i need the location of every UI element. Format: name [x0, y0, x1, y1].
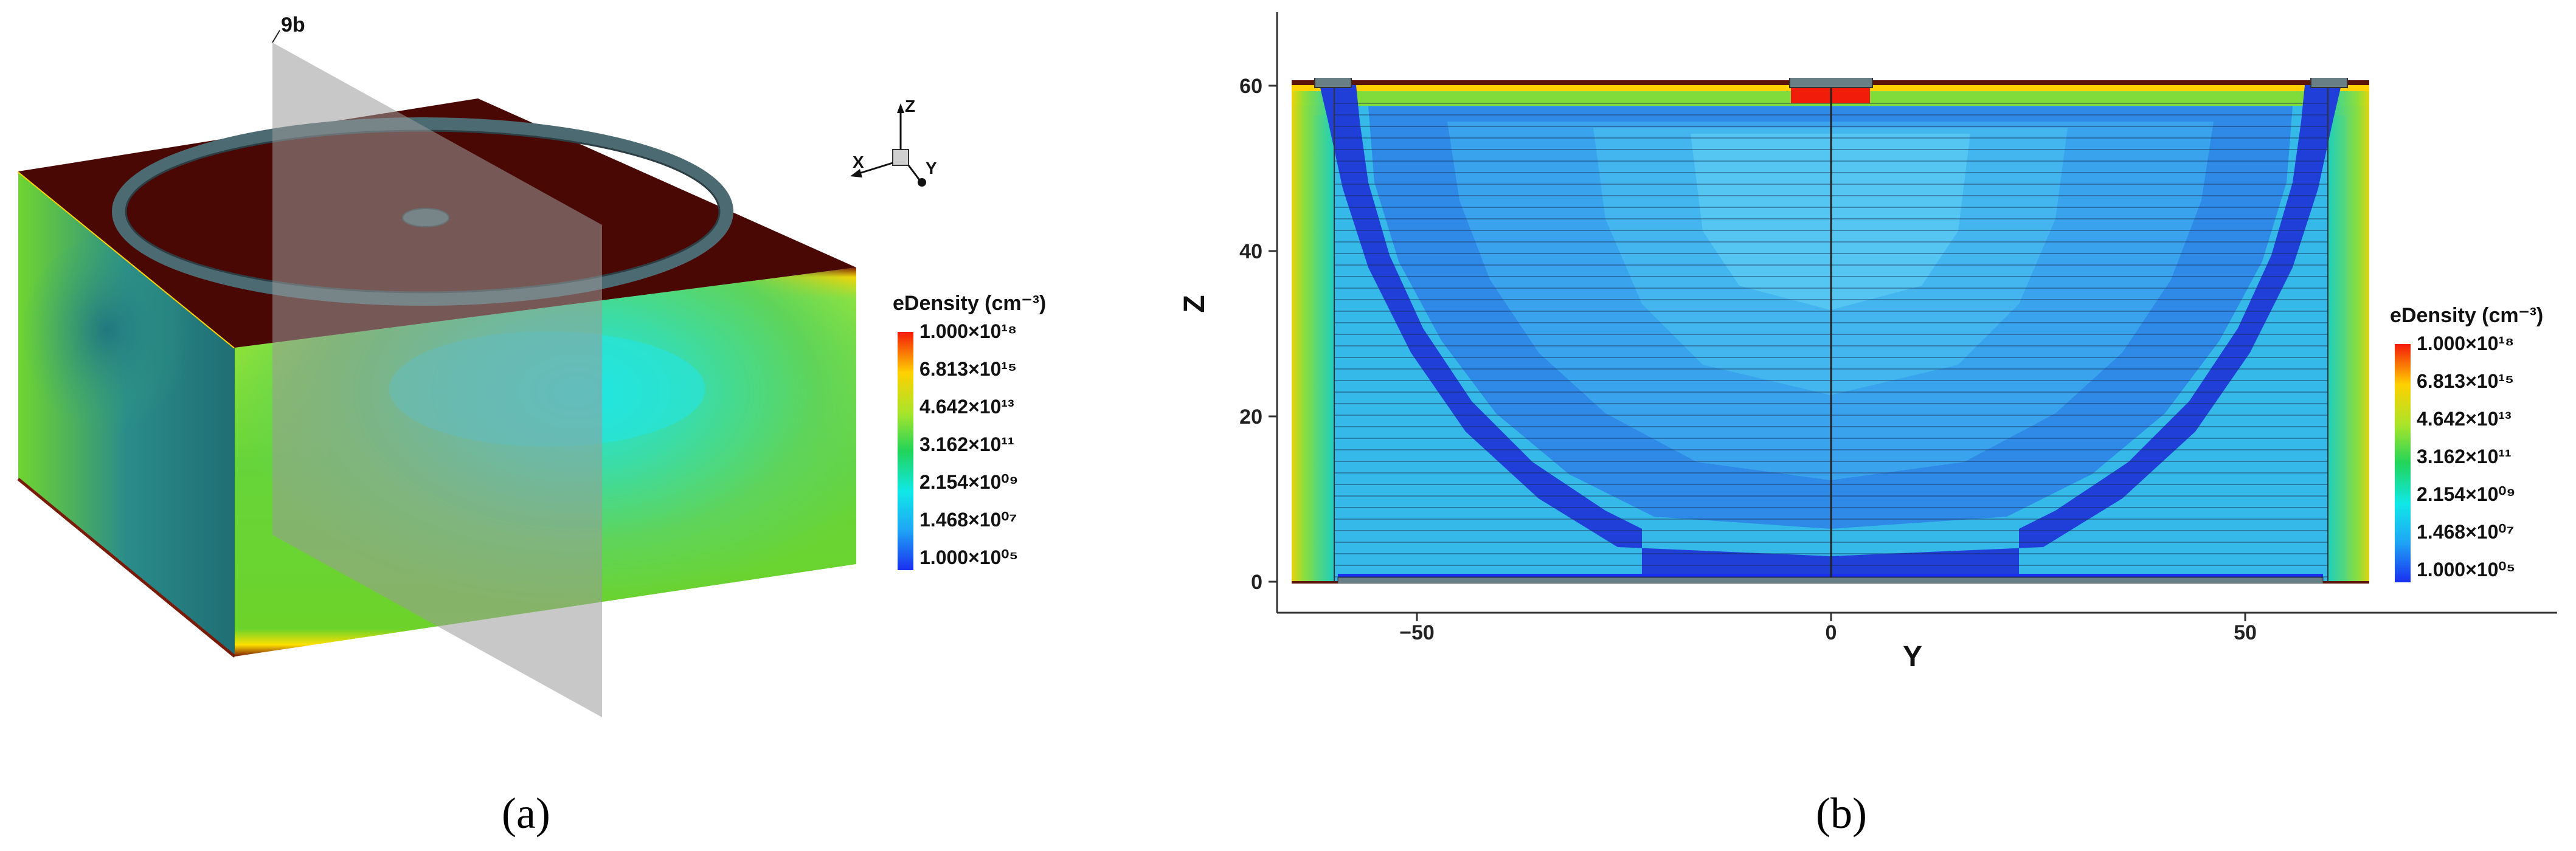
- colorbar-b: eDensity (cm⁻³) 1.000×10¹⁸ 6.813×10¹⁵ 4.64…: [2390, 304, 2543, 582]
- colorbar-label-0: 1.000×10¹⁸: [2417, 332, 2514, 354]
- x-ticks: −50 0 50: [1399, 613, 2257, 644]
- colorbar-label-3: 3.162×10¹¹: [919, 433, 1014, 455]
- triad-z-arrow: [897, 103, 904, 113]
- cut-plane: [272, 43, 602, 717]
- caption-b: (b): [1816, 789, 1867, 838]
- colorbar-b-gradient: [2395, 344, 2411, 582]
- plot-area: [1289, 78, 2369, 584]
- plane-leader-line: [272, 30, 280, 43]
- panel-b: 60 40 20 0 −50 0 50 Y Z eDensity (cm⁻³) …: [1179, 12, 2557, 838]
- colorbar-label-5: 1.468×10⁰⁷: [2417, 521, 2514, 543]
- colorbar-label-1: 6.813×10¹⁵: [2417, 370, 2514, 392]
- x-axis-label: Y: [1903, 641, 1922, 673]
- triad-y-axis: [907, 165, 921, 181]
- colorbar-label-2: 4.642×10¹³: [2417, 408, 2512, 430]
- colorbar-label-2: 4.642×10¹³: [919, 396, 1014, 418]
- colorbar-a-title: eDensity (cm⁻³): [893, 292, 1046, 315]
- center-contact: [1789, 78, 1873, 88]
- y-axis-label: Z: [1179, 295, 1211, 312]
- triad-y-arrow: [918, 178, 926, 187]
- bottom-contact: [1337, 577, 2324, 584]
- colorbar-a: eDensity (cm⁻³) 1.000×10¹⁸ 6.813×10¹⁵ 4.64…: [893, 292, 1046, 570]
- colorbar-label-4: 2.154×10⁰⁹: [2417, 483, 2515, 505]
- y-tick-label-20: 20: [1239, 405, 1262, 429]
- y-ticks: 60 40 20 0: [1239, 75, 1277, 594]
- colorbar-label-3: 3.162×10¹¹: [2417, 446, 2512, 467]
- triad-z-label: Z: [905, 97, 915, 115]
- colorbar-label-6: 1.000×10⁰⁵: [919, 546, 1018, 568]
- colorbar-label-4: 2.154×10⁰⁹: [919, 471, 1018, 493]
- colorbar-label-5: 1.468×10⁰⁷: [919, 509, 1017, 531]
- y-tick-label-40: 40: [1239, 240, 1262, 263]
- colorbar-a-gradient: [898, 332, 913, 570]
- axes-triad: Z X Y: [850, 97, 937, 187]
- colorbar-label-0: 1.000×10¹⁸: [919, 320, 1017, 342]
- triad-y-label: Y: [926, 159, 937, 177]
- caption-a: (a): [502, 789, 550, 838]
- colorbar-b-title: eDensity (cm⁻³): [2390, 304, 2543, 327]
- left-face-bottom-edge: [17, 478, 236, 658]
- triad-cube: [892, 149, 909, 166]
- left-ring-contact: [1314, 78, 1352, 88]
- y-tick-label-60: 60: [1239, 75, 1262, 98]
- x-tick-label-0: 0: [1826, 621, 1837, 644]
- left-face-shading: [21, 237, 192, 444]
- right-ring-contact: [2310, 78, 2348, 88]
- y-tick-label-0: 0: [1251, 571, 1262, 594]
- plane-label: 9b: [281, 13, 305, 36]
- triad-x-axis: [857, 162, 893, 175]
- x-tick-label-50: 50: [2234, 621, 2257, 644]
- colorbar-label-1: 6.813×10¹⁵: [919, 358, 1017, 380]
- triad-x-label: X: [853, 153, 864, 171]
- x-tick-label-neg50: −50: [1399, 621, 1435, 644]
- triad-x-arrow: [850, 169, 862, 177]
- right-edge-field: [2328, 91, 2369, 584]
- left-edge-field: [1292, 91, 1334, 584]
- panel-a: 9b Z X Y eDensity (cm⁻³) 1.000×10¹⁸ 6.813…: [17, 13, 1046, 838]
- colorbar-label-6: 1.000×10⁰⁵: [2417, 559, 2515, 581]
